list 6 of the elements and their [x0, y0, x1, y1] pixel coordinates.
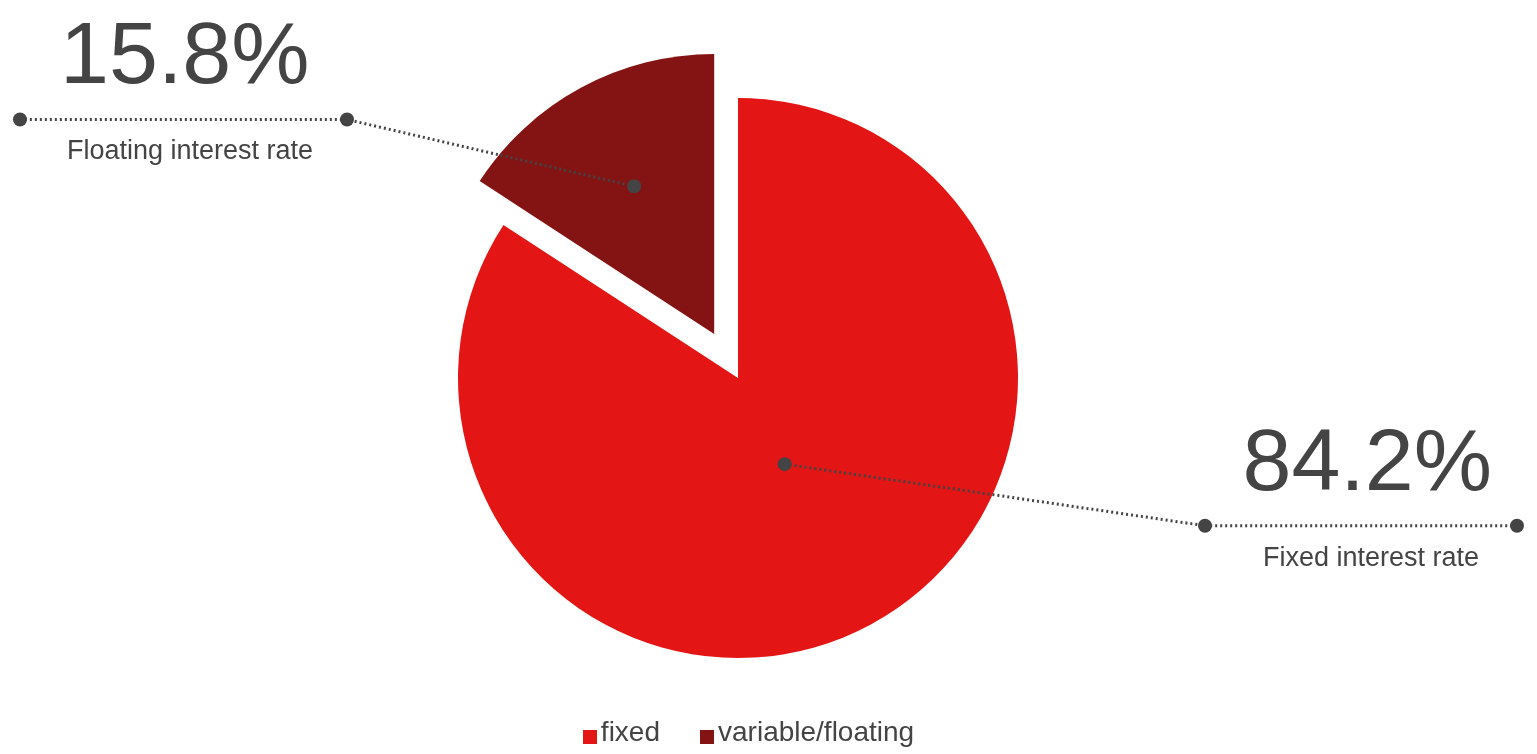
text: Floating interest rate — [66, 135, 314, 166]
legend-label: fixed — [600, 716, 661, 747]
text: Fixed interest rate — [1262, 541, 1479, 572]
data-label: 15.8% — [60, 3, 310, 103]
data-label: 84.2% — [1242, 409, 1492, 509]
legend-label: variable/floating — [718, 716, 915, 747]
